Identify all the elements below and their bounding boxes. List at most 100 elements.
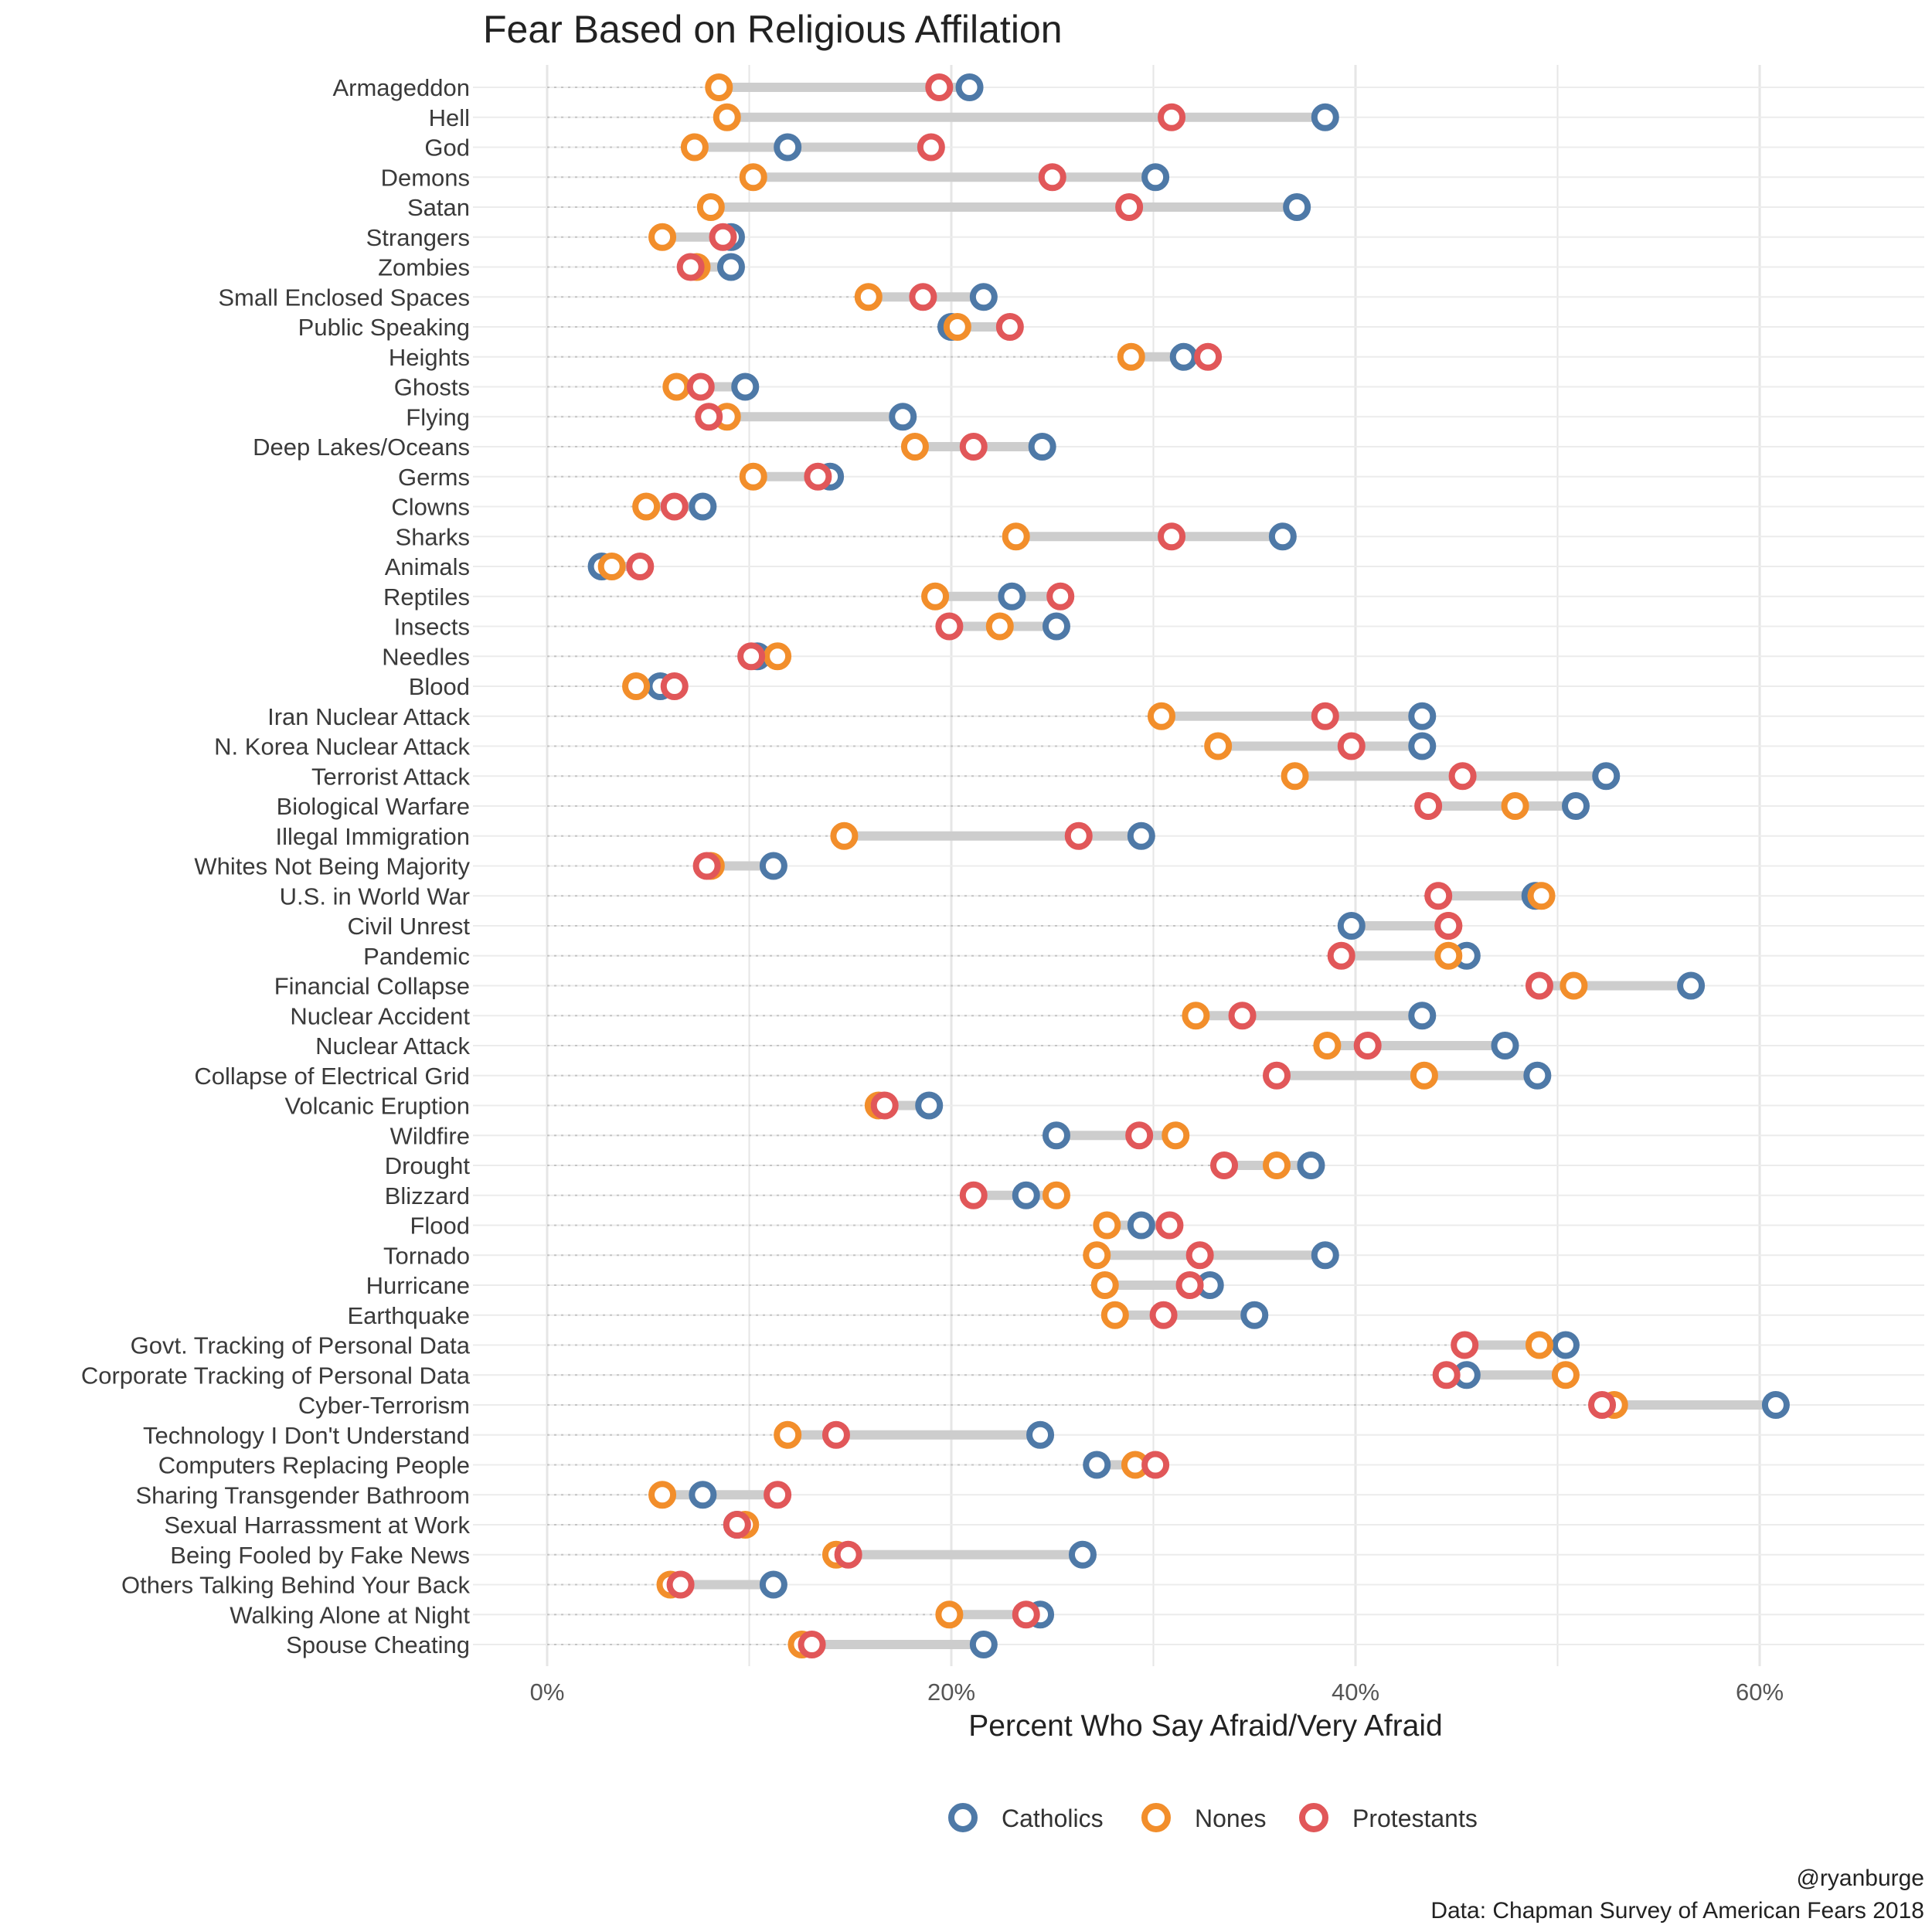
point-protestants [1038,163,1066,192]
category-label: Collapse of Electrical Grid [194,1063,470,1090]
point-protestants [737,642,766,671]
point-nones [1204,732,1233,760]
point-nones [680,133,709,162]
point-catholics [969,1631,998,1658]
chart-title: Fear Based on Religious Affilation [483,8,1063,51]
point-protestants [834,1540,862,1569]
point-protestants [1210,1151,1239,1179]
point-catholics [955,73,984,101]
category-label: Walking Alone at Night [230,1601,470,1628]
point-protestants [626,553,655,580]
point-nones [854,283,883,311]
category-label: Clowns [391,494,470,521]
point-protestants [1263,1061,1291,1090]
point-nones [1147,702,1175,730]
point-nones [739,163,767,192]
point-protestants [917,133,945,162]
point-protestants [1327,941,1355,970]
category-label: Nuclear Accident [290,1002,470,1029]
point-protestants [1046,582,1075,611]
point-catholics [774,133,802,162]
point-protestants [1588,1391,1617,1419]
point-protestants [925,73,954,101]
point-protestants [1194,342,1223,371]
point-catholics [1169,342,1198,371]
point-nones [1501,792,1529,820]
point-catholics [689,492,717,521]
x-axis-title: Percent Who Say Afraid/Very Afraid [968,1709,1442,1743]
point-protestants [1228,1002,1257,1030]
point-protestants [1424,882,1453,910]
category-label: Biological Warfare [277,793,470,820]
point-protestants [692,852,721,880]
point-protestants [1155,1211,1184,1240]
point-catholics [1240,1301,1269,1329]
category-label: Public Speaking [298,314,470,341]
point-catholics [1042,1121,1070,1150]
point-catholics [998,582,1026,611]
point-protestants [1434,912,1463,940]
category-label: Hell [429,104,470,131]
point-catholics [1592,762,1621,791]
point-protestants [1448,762,1477,791]
point-protestants [1311,702,1339,730]
point-catholics [1491,1032,1519,1060]
point-nones [1182,1002,1210,1030]
point-nones [713,103,741,131]
category-label: Needles [382,643,470,670]
category-label: N. Korea Nuclear Attack [214,733,470,760]
point-catholics [1562,792,1590,820]
point-catholics [1551,1331,1580,1359]
point-catholics [1127,1211,1155,1240]
point-protestants [686,372,715,401]
point-nones [1093,1211,1121,1240]
point-catholics [1268,522,1297,551]
point-catholics [889,403,917,431]
category-label: Sharks [396,523,470,550]
point-protestants [695,403,723,431]
category-label: Financial Collapse [274,973,470,1000]
point-catholics [1677,971,1706,1000]
point-nones [632,492,661,521]
category-label: Deep Lakes/Oceans [253,434,470,461]
category-label: Computers Replacing People [158,1452,470,1479]
point-protestants [1525,971,1553,1000]
category-label: Being Fooled by Fake News [170,1542,470,1569]
category-label: Animals [385,553,470,580]
category-label: Technology I Don't Understand [143,1422,470,1449]
x-tick-label: 40% [1332,1679,1379,1706]
point-protestants [1149,1301,1178,1329]
point-catholics [1127,821,1155,850]
point-protestants [1337,732,1366,760]
category-label: Wildfire [390,1122,470,1149]
point-protestants [1175,1271,1204,1299]
category-label: Pandemic [363,943,470,970]
point-nones [1263,1151,1291,1179]
point-nones [921,582,950,611]
point-protestants [798,1631,826,1658]
category-label: God [424,134,470,162]
point-protestants [935,612,964,641]
point-nones [900,433,929,461]
point-nones [1117,342,1145,371]
legend-marker-catholics [948,1803,978,1832]
point-protestants [1185,1241,1214,1270]
point-protestants [1432,1361,1461,1389]
point-nones [1313,1032,1342,1060]
x-tick-label: 0% [530,1679,565,1706]
category-label: Drought [385,1152,471,1179]
category-label: U.S. in World War [280,883,470,910]
point-catholics [1028,433,1056,461]
category-label: Earthquake [347,1302,470,1329]
point-catholics [1283,193,1311,221]
point-protestants [821,1420,850,1449]
point-nones [648,223,677,251]
legend: Catholics Nones Protestants [948,1803,1478,1832]
category-label: Satan [407,194,470,221]
point-protestants [1064,821,1093,850]
category-label: Blizzard [385,1182,470,1209]
category-label: Others Talking Behind Your Back [121,1572,470,1599]
point-catholics [915,1091,944,1120]
point-protestants [709,223,737,251]
